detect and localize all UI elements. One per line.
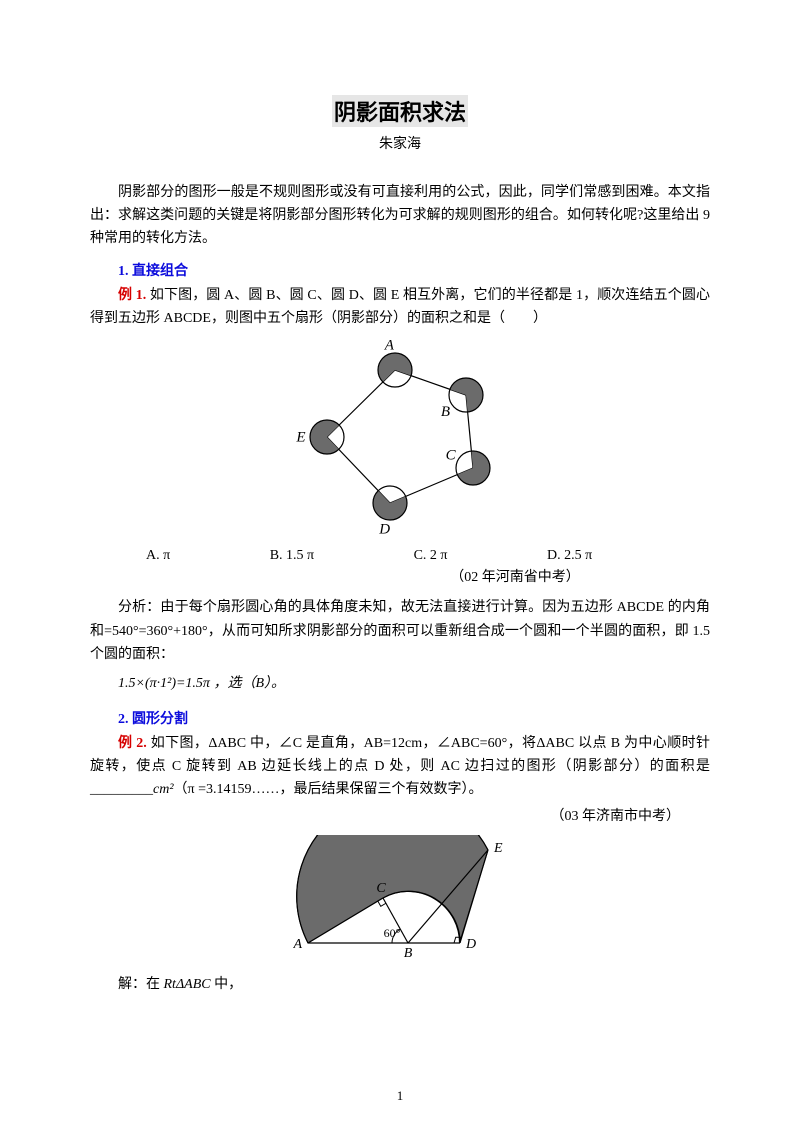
example-1-label: 例 1. [118,288,146,303]
figure-1: A B C D E [90,340,710,540]
svg-text:E: E [493,841,503,856]
intro-paragraph: 阴影部分的图形一般是不规则图形或没有可直接利用的公式，因此，同学们常感到困难。本… [90,181,710,250]
svg-text:A: A [293,937,302,952]
rt-abc: RtΔABC [164,977,211,992]
page-number: 1 [0,1088,800,1104]
svg-text:A: A [384,340,395,354]
example-2-tail: （π =3.14159……，最后结果保留三个有效数字）。 [174,782,483,797]
unit-cm2: cm² [153,782,174,797]
formula-1-text: 1.5×(π·1²)=1.5π ，选（B）。 [118,676,285,691]
svg-text:60°: 60° [383,926,400,940]
svg-text:D: D [378,522,390,536]
author: 朱家海 [90,133,710,153]
example-2-label: 例 2. [118,736,147,751]
answer-options: A. π B. 1.5 π C. 2 π D. 2.5 π [90,548,710,564]
example-2-text: 例 2. 如下图，ΔABC 中，∠C 是直角，AB=12cm，∠ABC=60°，… [90,732,710,801]
page-title: 阴影面积求法 [332,95,468,127]
svg-text:B: B [441,404,450,420]
pentagon-circles-diagram: A B C D E [270,340,530,535]
option-a: A. π [118,548,170,564]
rotation-sector-diagram: A B C D E 60° [293,835,508,960]
title-wrap: 阴影面积求法 [90,95,710,133]
option-d: D. 2.5 π [519,548,592,564]
example-1-text: 例 1. 如下图，圆 A、圆 B、圆 C、圆 D、圆 E 相互外离，它们的半径都… [90,284,710,330]
svg-text:C: C [376,881,386,896]
option-c: C. 2 π [386,548,448,564]
citation-1: （02 年河南省中考） [90,566,710,586]
option-b: B. 1.5 π [242,548,314,564]
figure-2: A B C D E 60° [90,835,710,965]
svg-text:C: C [446,448,457,464]
citation-2: （03 年济南市中考） [90,805,710,825]
solution-suffix: 中， [211,977,243,992]
solution-2: 解：在 RtΔABC 中， [90,973,710,996]
section-1-heading: 1. 直接组合 [90,260,710,280]
example-1-body: 如下图，圆 A、圆 B、圆 C、圆 D、圆 E 相互外离，它们的半径都是 1，顺… [90,288,710,326]
svg-text:E: E [295,430,305,446]
analysis-1: 分析：由于每个扇形圆心角的具体角度未知，故无法直接进行计算。因为五边形 ABCD… [90,596,710,665]
svg-text:D: D [465,937,476,952]
formula-1: 1.5×(π·1²)=1.5π ，选（B）。 [90,672,710,692]
document-page: 阴影面积求法 朱家海 阴影部分的图形一般是不规则图形或没有可直接利用的公式，因此… [0,0,800,1132]
section-2-heading: 2. 圆形分割 [90,708,710,728]
svg-text:B: B [403,946,412,960]
solution-prefix: 解：在 [118,977,164,992]
